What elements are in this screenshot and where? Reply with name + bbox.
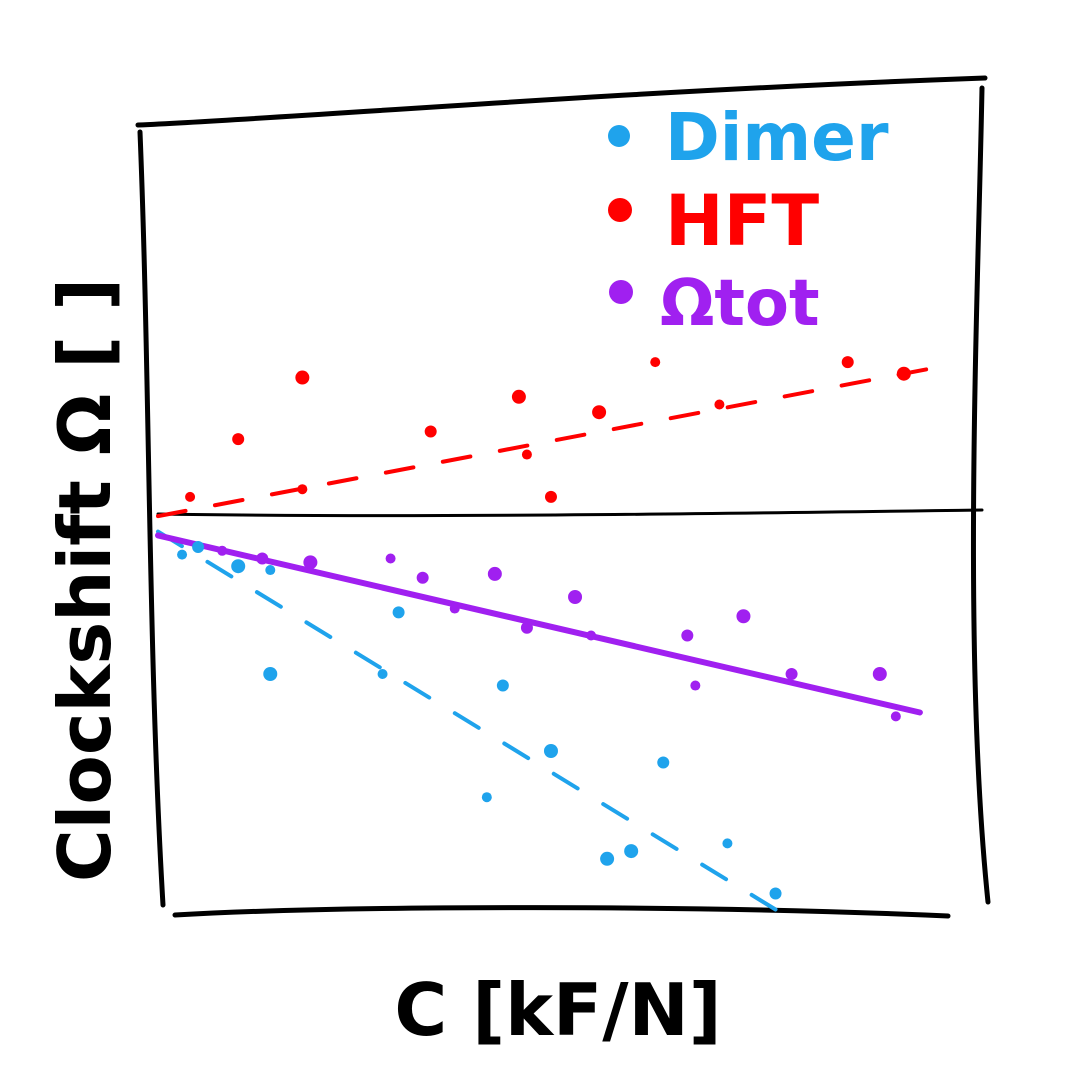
point-omega-tot bbox=[416, 571, 429, 584]
point-dimer bbox=[377, 669, 388, 679]
point-hft bbox=[841, 356, 854, 369]
legend-marker-dimer bbox=[608, 125, 630, 147]
point-hft bbox=[714, 399, 725, 410]
frame-top bbox=[135, 75, 988, 128]
point-dimer bbox=[657, 756, 670, 769]
legend-label-hft: HFT bbox=[665, 180, 819, 262]
point-omega-tot bbox=[681, 629, 694, 642]
point-omega-tot bbox=[217, 545, 228, 556]
point-omega-tot bbox=[586, 630, 597, 641]
point-dimer bbox=[192, 540, 205, 553]
frame-left bbox=[137, 129, 166, 908]
point-hft bbox=[185, 491, 196, 502]
x-axis-label: C [kF/N] bbox=[394, 968, 721, 1052]
point-hft bbox=[511, 389, 526, 404]
point-dimer bbox=[624, 844, 639, 859]
y-axis-label: Clockshift Ω [ ] bbox=[43, 278, 127, 882]
frame-bottom bbox=[172, 905, 951, 919]
legend-label-omega-tot: Ωtot bbox=[660, 267, 820, 341]
point-omega-tot bbox=[785, 668, 798, 680]
point-dimer bbox=[392, 606, 405, 619]
point-dimer bbox=[263, 667, 278, 681]
trend-line-omega-tot bbox=[155, 532, 923, 716]
legend-label-dimer: Dimer bbox=[665, 99, 889, 176]
point-dimer bbox=[769, 887, 782, 900]
point-dimer bbox=[496, 679, 509, 692]
point-dimer bbox=[722, 838, 733, 849]
trend-lines bbox=[155, 364, 946, 927]
point-dimer bbox=[265, 565, 276, 576]
point-omega-tot bbox=[487, 566, 502, 581]
zero-line bbox=[156, 508, 984, 518]
data-points bbox=[177, 356, 911, 900]
point-omega-tot bbox=[385, 553, 396, 564]
point-omega-tot bbox=[690, 680, 701, 691]
point-hft bbox=[544, 490, 557, 503]
point-hft bbox=[297, 484, 308, 495]
point-omega-tot bbox=[890, 711, 901, 722]
trend-line-hft bbox=[156, 364, 946, 519]
point-hft bbox=[592, 405, 607, 420]
point-dimer bbox=[600, 851, 615, 866]
point-omega-tot bbox=[256, 552, 269, 565]
point-hft bbox=[232, 433, 245, 446]
legend: Dimer HFT Ωtot bbox=[608, 99, 889, 341]
point-omega-tot bbox=[520, 621, 533, 634]
point-omega-tot bbox=[449, 603, 460, 614]
point-dimer bbox=[177, 549, 188, 560]
plot-frame bbox=[135, 75, 991, 919]
point-omega-tot bbox=[872, 667, 887, 681]
trend-line-dimer bbox=[156, 529, 802, 927]
point-dimer bbox=[231, 559, 246, 574]
point-hft bbox=[896, 366, 911, 381]
legend-marker-omega-tot bbox=[609, 280, 633, 304]
point-omega-tot bbox=[303, 555, 318, 570]
frame-right bbox=[970, 85, 991, 905]
point-dimer bbox=[481, 792, 492, 803]
point-omega-tot bbox=[568, 590, 583, 604]
legend-marker-hft bbox=[608, 198, 632, 222]
point-dimer bbox=[543, 744, 558, 758]
point-hft bbox=[424, 425, 437, 438]
point-hft bbox=[521, 449, 532, 460]
point-omega-tot bbox=[736, 609, 751, 624]
point-hft bbox=[650, 357, 661, 368]
point-hft bbox=[295, 370, 310, 385]
